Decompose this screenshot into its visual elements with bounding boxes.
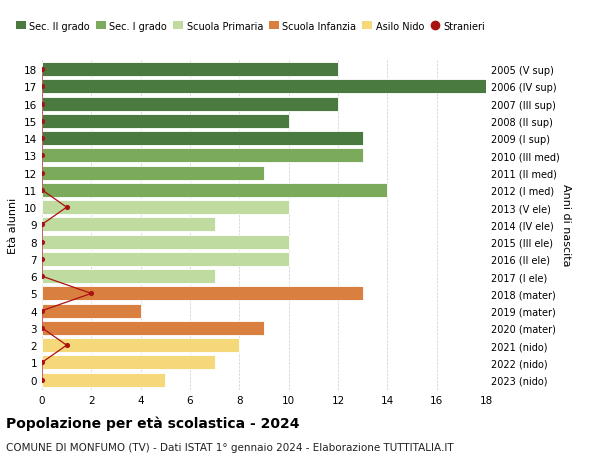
Point [62, 204, 71, 211]
Text: Popolazione per età scolastica - 2024: Popolazione per età scolastica - 2024 [6, 415, 299, 430]
Bar [42, 166, 264, 180]
Point [37, 66, 47, 73]
Bar [42, 97, 338, 112]
Y-axis label: Età alunni: Età alunni [8, 197, 19, 253]
Bar [42, 338, 239, 353]
Point [37, 325, 47, 332]
Bar [42, 149, 362, 163]
Point [37, 84, 47, 91]
Bar [42, 132, 362, 146]
Bar [42, 356, 215, 369]
Point [86, 290, 96, 297]
Point [37, 376, 47, 384]
Bar [42, 269, 215, 284]
Bar [42, 235, 289, 249]
Bar [42, 201, 289, 215]
Point [37, 101, 47, 108]
Bar [42, 63, 338, 77]
Legend: Sec. II grado, Sec. I grado, Scuola Primaria, Scuola Infanzia, Asilo Nido, Stran: Sec. II grado, Sec. I grado, Scuola Prim… [16, 22, 485, 32]
Point [37, 221, 47, 229]
Point [37, 187, 47, 194]
Point [37, 308, 47, 315]
Y-axis label: Anni di nascita: Anni di nascita [561, 184, 571, 266]
Point [37, 135, 47, 143]
Point [37, 256, 47, 263]
Bar [42, 115, 289, 129]
Bar [42, 218, 215, 232]
Bar [42, 373, 166, 387]
Point [37, 118, 47, 125]
Point [62, 341, 71, 349]
Bar [42, 252, 289, 266]
Bar [42, 184, 388, 197]
Bar [42, 80, 486, 94]
Bar [42, 321, 264, 335]
Text: COMUNE DI MONFUMO (TV) - Dati ISTAT 1° gennaio 2024 - Elaborazione TUTTITALIA.IT: COMUNE DI MONFUMO (TV) - Dati ISTAT 1° g… [6, 442, 454, 452]
Point [37, 273, 47, 280]
Point [37, 170, 47, 177]
Point [37, 359, 47, 366]
Bar [42, 287, 362, 301]
Point [37, 152, 47, 160]
Point [37, 239, 47, 246]
Bar [42, 304, 140, 318]
